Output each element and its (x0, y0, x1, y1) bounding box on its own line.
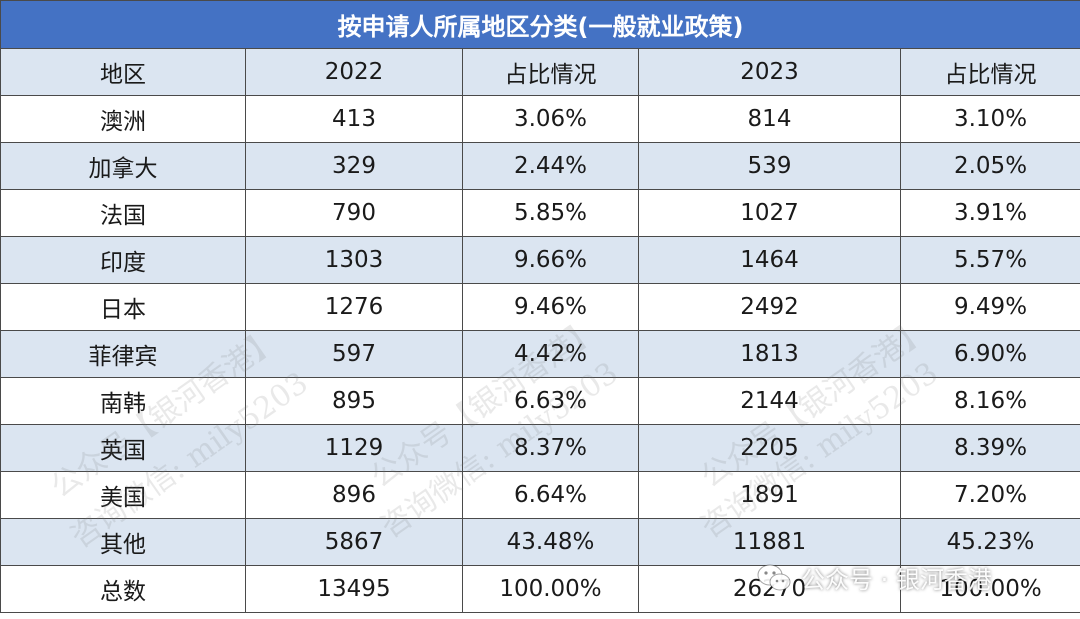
cell-region: 法国 (0, 189, 246, 237)
cell-share-2022: 5.85% (462, 189, 639, 237)
wechat-badge: 公众号 · 银河香港 (757, 560, 992, 595)
table-row: 菲律宾 597 4.42% 1813 6.90% (0, 330, 1080, 378)
cell-2023: 2144 (638, 377, 901, 425)
header-year-2022: 2022 (245, 48, 463, 96)
header-region: 地区 (0, 48, 246, 96)
cell-2022: 790 (245, 189, 463, 237)
cell-share-2023: 100.00% (899, 565, 1080, 613)
cell-region: 菲律宾 (0, 330, 246, 378)
cell-share-2023: 8.39% (899, 424, 1080, 472)
table-row: 英国 1129 8.37% 2205 8.39% (0, 424, 1080, 472)
cell-share-2022: 100.00% (462, 565, 639, 613)
cell-region: 英国 (0, 424, 246, 472)
badge-text: 公众号 · 银河香港 (801, 566, 992, 594)
table-row: 美国 896 6.64% 1891 7.20% (0, 471, 1080, 519)
cell-region: 美国 (0, 471, 246, 519)
table-row: 南韩 895 6.63% 2144 8.16% (0, 377, 1080, 425)
cell-region: 加拿大 (0, 142, 246, 190)
cell-2022: 895 (245, 377, 463, 425)
table-row: 印度 1303 9.66% 1464 5.57% (0, 236, 1080, 284)
cell-region: 日本 (0, 283, 246, 331)
table-row: 澳洲 413 3.06% 814 3.10% (0, 95, 1080, 143)
cell-2022: 329 (245, 142, 463, 190)
cell-2023: 2205 (638, 424, 901, 472)
cell-share-2022: 43.48% (462, 518, 639, 566)
cell-2023: 539 (638, 142, 901, 190)
cell-2023: 11881 (638, 518, 901, 566)
cell-2022: 597 (245, 330, 463, 378)
header-share-2023: 占比情况 (899, 48, 1080, 96)
cell-region: 南韩 (0, 377, 246, 425)
cell-2023: 1891 (638, 471, 901, 519)
cell-share-2023: 3.10% (899, 95, 1080, 143)
header-year-2023: 2023 (638, 48, 901, 96)
table-row: 法国 790 5.85% 1027 3.91% (0, 189, 1080, 237)
cell-share-2023: 2.05% (899, 142, 1080, 190)
cell-region: 总数 (0, 565, 246, 613)
header-share-2022: 占比情况 (462, 48, 639, 96)
cell-share-2023: 9.49% (899, 283, 1080, 331)
cell-share-2023: 6.90% (899, 330, 1080, 378)
table-row-total: 总数 13495 100.00% 26270 100.00% (0, 565, 1080, 613)
cell-2023: 2492 (638, 283, 901, 331)
cell-share-2022: 3.06% (462, 95, 639, 143)
cell-share-2022: 6.63% (462, 377, 639, 425)
cell-2023: 1813 (638, 330, 901, 378)
cell-share-2022: 8.37% (462, 424, 639, 472)
cell-2023: 1464 (638, 236, 901, 284)
cell-share-2022: 9.46% (462, 283, 639, 331)
cell-2023: 1027 (638, 189, 901, 237)
cell-2022: 13495 (245, 565, 463, 613)
table-title: 按申请人所属地区分类(一般就业政策) (0, 0, 1080, 49)
cell-share-2023: 7.20% (899, 471, 1080, 519)
table-row: 日本 1276 9.46% 2492 9.49% (0, 283, 1080, 331)
cell-region: 其他 (0, 518, 246, 566)
cell-2022: 1129 (245, 424, 463, 472)
title-row: 按申请人所属地区分类(一般就业政策) (0, 0, 1080, 49)
wechat-icon (757, 563, 791, 593)
cell-share-2022: 9.66% (462, 236, 639, 284)
cell-share-2023: 3.91% (899, 189, 1080, 237)
cell-share-2022: 4.42% (462, 330, 639, 378)
header-row: 地区 2022 占比情况 2023 占比情况 (0, 48, 1080, 96)
table-row: 加拿大 329 2.44% 539 2.05% (0, 142, 1080, 190)
cell-2023: 814 (638, 95, 901, 143)
cell-share-2022: 6.64% (462, 471, 639, 519)
cell-2022: 1303 (245, 236, 463, 284)
cell-share-2023: 5.57% (899, 236, 1080, 284)
cell-2022: 413 (245, 95, 463, 143)
cell-region: 澳洲 (0, 95, 246, 143)
cell-region: 印度 (0, 236, 246, 284)
table-body: 澳洲 413 3.06% 814 3.10% 加拿大 329 2.44% 539… (0, 95, 1080, 613)
cell-2022: 896 (245, 471, 463, 519)
cell-2022: 1276 (245, 283, 463, 331)
cell-2022: 5867 (245, 518, 463, 566)
table-row: 其他 5867 43.48% 11881 45.23% (0, 518, 1080, 566)
cell-share-2023: 8.16% (899, 377, 1080, 425)
cell-share-2022: 2.44% (462, 142, 639, 190)
cell-share-2023: 45.23% (899, 518, 1080, 566)
